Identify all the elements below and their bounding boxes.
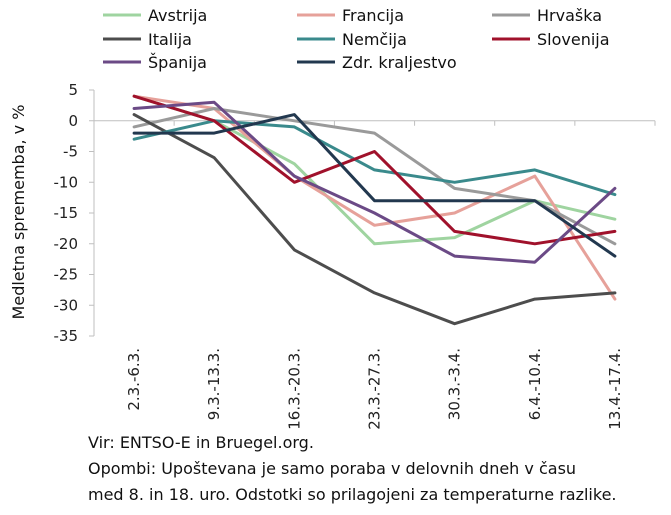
x-tick-label: 16.3.-20.3. [285,348,303,430]
x-tick-label: 13.4.-17.4. [606,348,624,430]
x-tick-label: 2.3.-6.3. [125,348,143,411]
series-line--panija [132,100,617,264]
series-line-zdr-kraljestvo [132,113,617,258]
y-tick-label: -35 [54,327,79,345]
x-tick-label: 30.3.-3.4. [446,348,464,420]
chart-notes: Vir: ENTSO-E in Bruegel.org. Opombi: Upo… [88,430,617,508]
y-tick-label: -15 [54,204,79,222]
legend-label: Italija [148,30,192,49]
y-axis-label: Medletna sprememba, v % [9,105,28,320]
y-tick-label: 5 [68,81,78,99]
line-chart: Avstrija Francija Hrvaška Italija Nemčija Slo… [9,6,656,430]
series-line-francija [132,94,617,301]
remarks-line-2: med 8. in 18. uro. Odstotki so prilagoje… [88,485,617,504]
series-line-hrva-ka [132,107,617,246]
series-line-italija [132,113,617,326]
y-tick-label: -5 [63,143,78,161]
source-note: Vir: ENTSO-E in Bruegel.org. [88,433,314,452]
legend-label: Hrvaška [537,6,602,25]
x-tick-label: 9.3.-13.3. [205,348,223,420]
y-tick-label: 0 [68,112,78,130]
remarks-line-1: Opombi: Upoštevana je samo poraba v delo… [88,459,577,478]
y-tick-label: -30 [54,296,79,314]
plot-area [132,94,617,326]
axes: 5 0 -5 -10 -15 -20 -25 -30 -35 2.3.-6.3. 9.3.-13.3… [54,81,656,430]
y-tick-label: -10 [54,173,79,191]
legend-label: Španija [148,53,207,72]
x-tick-label: 6.4.-10.4. [526,348,544,420]
x-tick-label: 23.3.-27.3. [366,348,384,430]
legend-label: Slovenija [537,30,610,49]
legend-label: Nemčija [342,30,407,49]
legend-label: Avstrija [148,6,207,25]
series-line-slovenija [132,94,617,246]
y-tick-label: -25 [54,266,79,284]
legend-label: Francija [342,6,404,25]
legend-label: Zdr. kraljestvo [342,53,457,72]
legend: Avstrija Francija Hrvaška Italija Nemčija Slo… [103,6,610,72]
y-tick-label: -20 [54,235,79,253]
